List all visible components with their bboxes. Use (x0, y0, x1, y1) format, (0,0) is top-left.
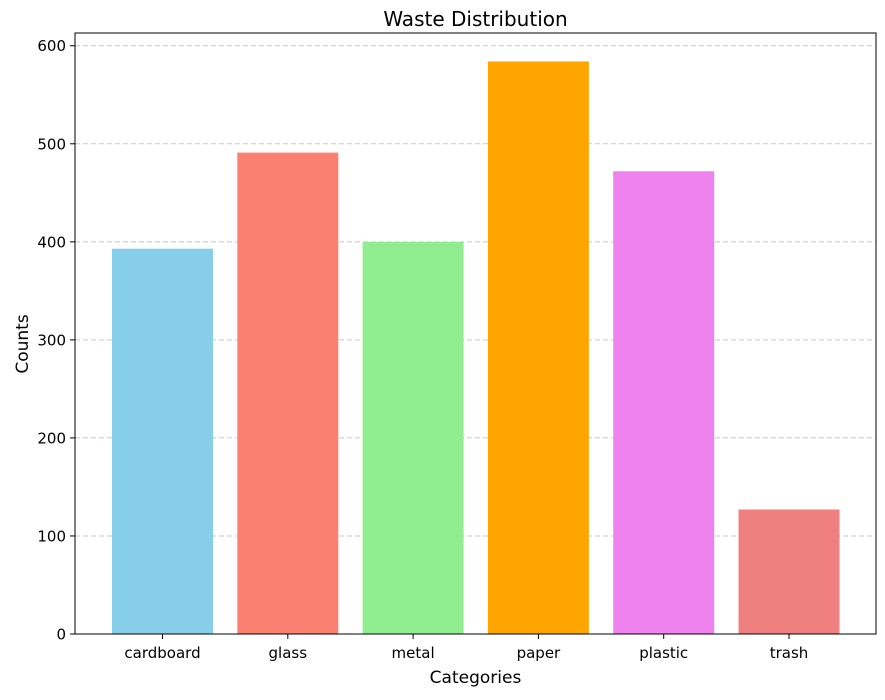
bar-cardboard (112, 249, 213, 634)
x-tick-label-glass: glass (269, 644, 308, 662)
y-tick-label-400: 400 (37, 233, 66, 251)
x-tick-label-trash: trash (770, 644, 809, 662)
bar-trash (739, 509, 840, 634)
y-tick-label-500: 500 (37, 135, 66, 153)
bar-plastic (613, 171, 714, 634)
bar-metal (363, 242, 464, 634)
y-tick-label-200: 200 (37, 429, 66, 447)
x-tick-label-metal: metal (392, 644, 435, 662)
y-tick-label-0: 0 (56, 626, 66, 644)
y-tick-label-100: 100 (37, 527, 66, 545)
y-tick-label-300: 300 (37, 331, 66, 349)
bar-glass (237, 153, 338, 634)
y-tick-label-600: 600 (37, 37, 66, 55)
x-tick-label-plastic: plastic (639, 644, 688, 662)
bars (112, 61, 840, 634)
bar-paper (488, 61, 589, 634)
x-tick-label-paper: paper (517, 644, 561, 662)
chart-title: Waste Distribution (383, 7, 567, 31)
x-axis-label: Categories (430, 668, 522, 688)
x-tick-label-cardboard: cardboard (124, 644, 200, 662)
y-axis-label: Counts (13, 314, 33, 373)
